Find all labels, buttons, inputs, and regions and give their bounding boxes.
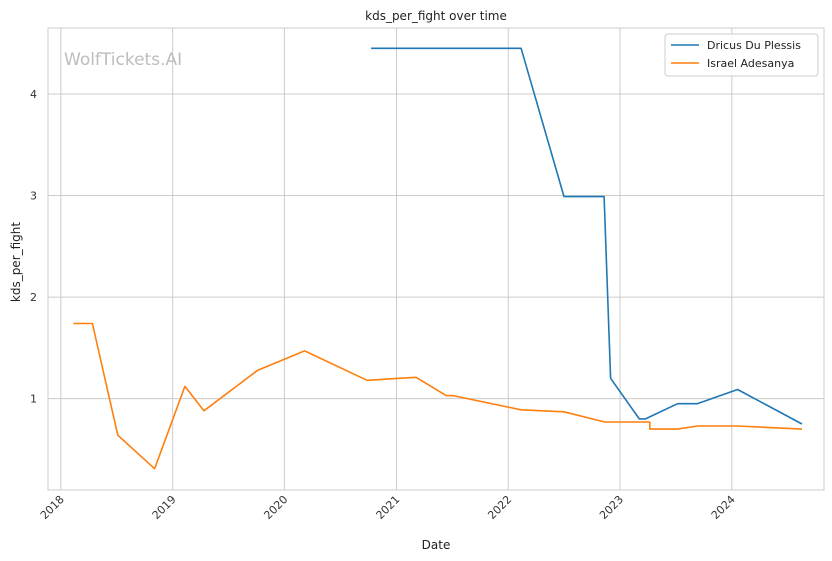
- y-axis-label: kds_per_fight: [9, 222, 23, 303]
- series-line-0: [371, 47, 803, 425]
- x-tick-label: 2018: [38, 493, 67, 522]
- x-tick-label: 2019: [150, 493, 179, 522]
- chart-title: kds_per_fight over time: [365, 9, 507, 23]
- x-tick-label: 2023: [597, 493, 626, 522]
- x-tick-label: 2021: [374, 493, 403, 522]
- y-tick-label: 3: [30, 190, 37, 203]
- y-tick-label: 1: [30, 393, 37, 406]
- x-tick-label: 2022: [485, 493, 514, 522]
- series-line-1: [73, 322, 803, 470]
- legend-label-adesanya: Israel Adesanya: [707, 57, 794, 70]
- y-tick-label: 4: [30, 88, 37, 101]
- y-axis-ticks: 1 2 3 4: [30, 88, 37, 406]
- series-lines: [73, 47, 803, 470]
- x-tick-label: 2024: [709, 493, 738, 522]
- plot-area: [47, 27, 825, 491]
- grid: [48, 28, 824, 490]
- watermark: WolfTickets.AI: [64, 50, 182, 70]
- x-tick-label: 2020: [261, 493, 290, 522]
- legend-box: [664, 33, 819, 77]
- y-tick-label: 2: [30, 291, 37, 304]
- x-axis-ticks: 2018 2019 2020 2021 2022 2023 2024: [38, 493, 738, 522]
- legend-label-dricus: Dricus Du Plessis: [707, 39, 801, 52]
- legend: Dricus Du Plessis Israel Adesanya: [664, 33, 819, 77]
- x-axis-label: Date: [422, 538, 451, 552]
